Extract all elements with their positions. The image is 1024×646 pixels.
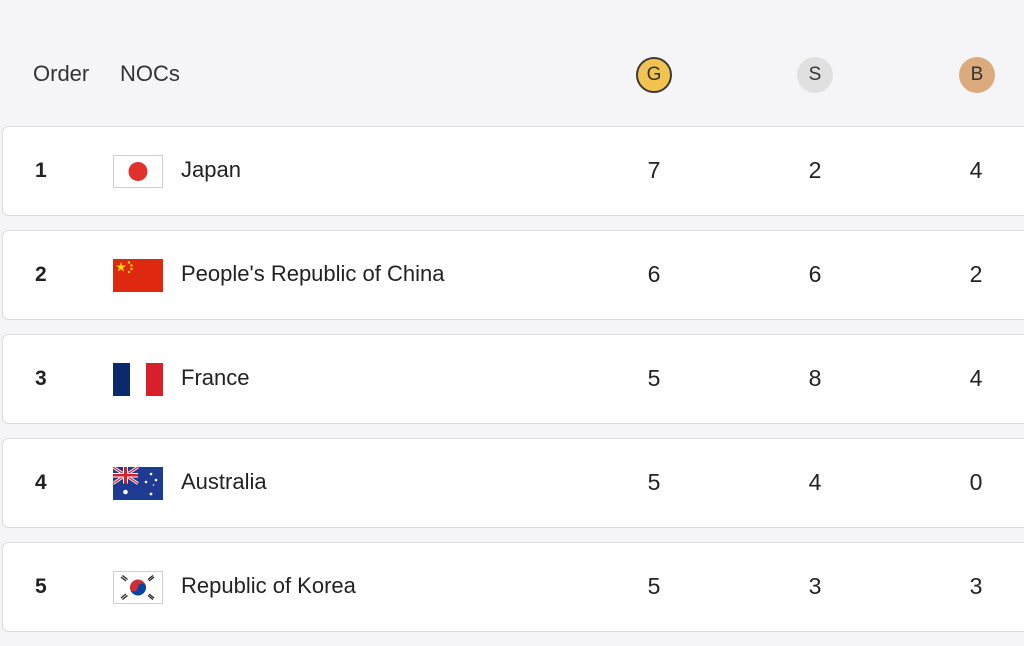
rank-value: 5: [35, 575, 47, 598]
table-header: Order NOCs G S B: [0, 0, 1024, 128]
bronze-count: 4: [969, 365, 983, 391]
bronze-count: 3: [969, 573, 983, 599]
rank-value: 2: [35, 263, 47, 286]
korea-flag-icon: [113, 571, 163, 604]
silver-count: 8: [808, 365, 822, 391]
silver-medal-icon[interactable]: S: [797, 57, 833, 93]
bronze-count: 0: [969, 469, 983, 495]
gold-medal-icon[interactable]: G: [636, 57, 672, 93]
table-row[interactable]: 5 Republic of Korea: [2, 542, 1024, 632]
country-name[interactable]: Republic of Korea: [181, 573, 356, 598]
country-name[interactable]: People's Republic of China: [181, 261, 445, 286]
japan-flag-icon: [113, 155, 163, 188]
gold-count: 5: [647, 469, 661, 495]
china-flag-icon: [113, 259, 163, 292]
gold-count: 7: [647, 157, 661, 183]
rank-value: 1: [35, 159, 47, 182]
gold-count: 5: [647, 365, 661, 391]
silver-count: 6: [808, 261, 822, 287]
table-row[interactable]: 3 France 5 8 4: [2, 334, 1024, 424]
france-flag-icon: [113, 363, 163, 396]
order-column-header[interactable]: Order: [33, 61, 90, 86]
nocs-column-header[interactable]: NOCs: [120, 61, 180, 86]
silver-count: 3: [808, 573, 822, 599]
bronze-count: 2: [969, 261, 983, 287]
rank-value: 3: [35, 367, 47, 390]
gold-count: 6: [647, 261, 661, 287]
gold-count: 5: [647, 573, 661, 599]
bronze-medal-icon[interactable]: B: [959, 57, 995, 93]
country-name[interactable]: Japan: [181, 157, 241, 182]
table-row[interactable]: 4 Australia 5 4: [2, 438, 1024, 528]
country-name[interactable]: France: [181, 365, 250, 390]
silver-count: 4: [808, 469, 822, 495]
rank-value: 4: [35, 471, 47, 494]
silver-count: 2: [808, 157, 822, 183]
table-row[interactable]: 2 People's Republic of China 6 6 2: [2, 230, 1024, 320]
australia-flag-icon: [113, 467, 163, 500]
country-name[interactable]: Australia: [181, 469, 267, 494]
table-row[interactable]: 1 Japan 7 2 4: [2, 126, 1024, 216]
medal-table: 1 Japan 7 2 4 2 People's Republic of Chi…: [2, 126, 1024, 646]
bronze-count: 4: [969, 157, 983, 183]
